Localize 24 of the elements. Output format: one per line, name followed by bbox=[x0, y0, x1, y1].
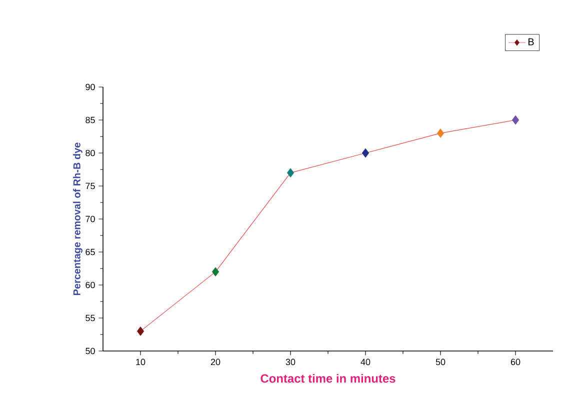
x-tick-label: 60 bbox=[510, 358, 520, 366]
x-tick-label: 50 bbox=[436, 358, 446, 366]
x-tick-label: 20 bbox=[210, 358, 220, 366]
y-tick-label: 70 bbox=[86, 216, 95, 222]
y-axis-title: Percentage removal of Rh-B dye bbox=[73, 142, 82, 296]
y-tick-label: 55 bbox=[86, 314, 95, 322]
point bbox=[286, 168, 294, 178]
legend-label: B bbox=[528, 38, 534, 46]
x-tick-label: 10 bbox=[136, 358, 146, 366]
y-tick-label: 80 bbox=[86, 150, 95, 156]
y-tick-label: 90 bbox=[86, 84, 95, 90]
point bbox=[362, 148, 370, 158]
y-tick-label: 75 bbox=[86, 182, 95, 190]
y-tick-label: 60 bbox=[86, 282, 95, 288]
point bbox=[436, 128, 444, 138]
point bbox=[512, 115, 520, 125]
y-tick-label: 50 bbox=[86, 348, 95, 354]
x-axis-title: Contact time in minutes bbox=[260, 374, 396, 383]
y-tick-label: 85 bbox=[86, 116, 95, 124]
point bbox=[212, 267, 220, 276]
y-tick-label: 65 bbox=[86, 248, 95, 256]
x-tick-label: 30 bbox=[286, 358, 296, 366]
point bbox=[136, 326, 144, 336]
x-tick-label: 40 bbox=[360, 358, 370, 366]
